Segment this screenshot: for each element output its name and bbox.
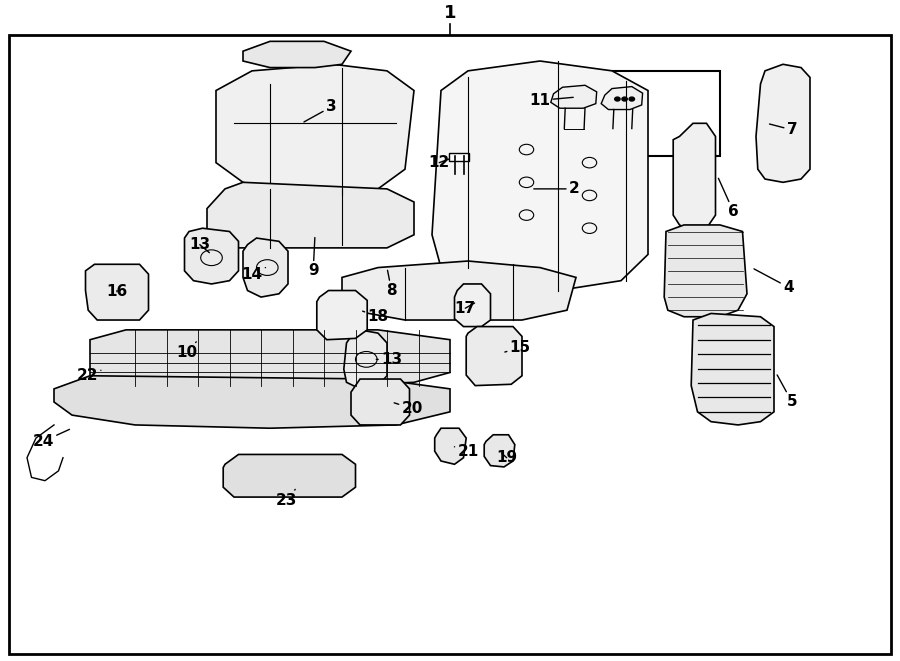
PathPatch shape xyxy=(344,330,387,389)
PathPatch shape xyxy=(243,238,288,297)
Text: 15: 15 xyxy=(505,340,531,355)
Text: 20: 20 xyxy=(394,401,423,416)
Text: 10: 10 xyxy=(176,342,198,360)
PathPatch shape xyxy=(243,42,351,67)
Circle shape xyxy=(629,97,634,101)
Bar xyxy=(449,153,469,161)
PathPatch shape xyxy=(664,225,747,317)
PathPatch shape xyxy=(317,291,367,340)
Text: 19: 19 xyxy=(496,450,518,465)
Text: 4: 4 xyxy=(754,269,794,295)
PathPatch shape xyxy=(207,182,414,248)
Text: 21: 21 xyxy=(454,444,479,459)
PathPatch shape xyxy=(601,87,643,110)
PathPatch shape xyxy=(216,64,414,196)
PathPatch shape xyxy=(86,264,148,320)
Text: 2: 2 xyxy=(534,181,580,196)
PathPatch shape xyxy=(466,327,522,385)
Text: 5: 5 xyxy=(777,375,797,409)
Text: 16: 16 xyxy=(106,284,128,299)
PathPatch shape xyxy=(756,64,810,182)
Text: 12: 12 xyxy=(428,155,450,170)
Text: 17: 17 xyxy=(454,301,476,316)
PathPatch shape xyxy=(54,375,450,428)
PathPatch shape xyxy=(184,228,239,284)
PathPatch shape xyxy=(90,330,450,385)
Text: 11: 11 xyxy=(529,93,573,108)
PathPatch shape xyxy=(454,284,490,327)
PathPatch shape xyxy=(691,313,774,425)
Text: 6: 6 xyxy=(718,178,739,219)
Text: 18: 18 xyxy=(363,309,389,325)
PathPatch shape xyxy=(351,379,410,425)
Circle shape xyxy=(615,97,620,101)
PathPatch shape xyxy=(342,261,576,320)
Text: 22: 22 xyxy=(76,368,101,383)
Bar xyxy=(536,71,720,156)
Text: 7: 7 xyxy=(770,122,797,137)
PathPatch shape xyxy=(435,428,466,464)
Text: 1: 1 xyxy=(444,4,456,22)
Text: 24: 24 xyxy=(32,430,69,449)
Text: 14: 14 xyxy=(241,266,266,282)
Text: 23: 23 xyxy=(275,489,297,508)
PathPatch shape xyxy=(223,455,356,497)
PathPatch shape xyxy=(484,435,515,467)
Circle shape xyxy=(622,97,627,101)
Text: 13: 13 xyxy=(376,352,402,367)
PathPatch shape xyxy=(432,61,648,291)
PathPatch shape xyxy=(551,85,597,108)
Text: 8: 8 xyxy=(386,270,397,298)
Text: 9: 9 xyxy=(308,237,319,278)
Text: 3: 3 xyxy=(304,99,337,122)
PathPatch shape xyxy=(673,124,716,231)
Text: 13: 13 xyxy=(189,237,211,253)
